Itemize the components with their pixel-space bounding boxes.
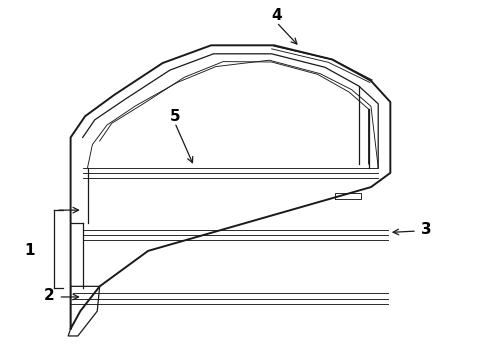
Text: 4: 4 (271, 8, 282, 23)
Text: 2: 2 (44, 288, 54, 303)
Text: 3: 3 (421, 222, 432, 237)
Text: 1: 1 (24, 243, 35, 258)
Text: 5: 5 (170, 109, 180, 124)
